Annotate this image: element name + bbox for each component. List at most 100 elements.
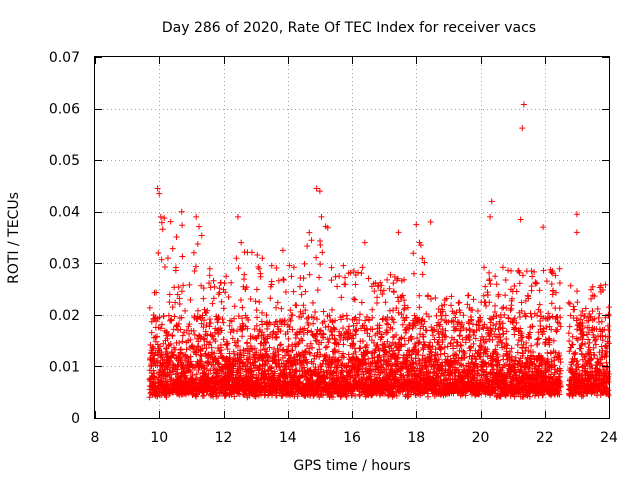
data-point: [191, 268, 198, 275]
data-point: [273, 304, 280, 311]
data-point: [325, 339, 332, 346]
data-point: [222, 289, 229, 296]
data-point: [267, 295, 274, 302]
data-point: [220, 336, 227, 343]
data-point: [166, 299, 173, 306]
data-point: [356, 311, 363, 318]
data-point: [167, 340, 174, 347]
data-point: [169, 332, 176, 339]
data-point: [169, 304, 176, 311]
data-point: [401, 297, 408, 304]
data-point: [166, 291, 173, 298]
data-point: [306, 229, 313, 236]
data-point: [458, 342, 465, 349]
data-point: [390, 280, 397, 287]
data-point: [154, 333, 161, 340]
data-point: [206, 265, 213, 272]
data-point: [209, 300, 216, 307]
data-point: [206, 272, 213, 279]
data-point: [319, 249, 326, 256]
data-point: [314, 316, 321, 323]
data-point: [309, 299, 316, 306]
data-point: [295, 340, 302, 347]
data-point: [292, 335, 299, 342]
data-point: [172, 299, 179, 306]
data-point: [322, 324, 329, 331]
data-point: [336, 273, 343, 280]
data-point: [156, 314, 163, 321]
data-point: [493, 281, 500, 288]
data-point: [342, 274, 349, 281]
data-point: [486, 269, 493, 276]
data-point: [176, 301, 183, 308]
data-point: [511, 282, 518, 289]
data-point: [308, 237, 315, 244]
data-point: [416, 304, 423, 311]
data-point: [195, 307, 202, 314]
data-point: [150, 367, 157, 374]
data-point: [173, 234, 180, 241]
data-point: [380, 287, 387, 294]
data-point: [167, 371, 174, 378]
data-point: [182, 307, 189, 314]
data-point: [486, 277, 493, 284]
data-point: [340, 341, 347, 348]
data-point: [350, 295, 357, 302]
data-point: [224, 340, 231, 347]
data-point: [218, 347, 225, 354]
data-point: [171, 313, 178, 320]
data-point: [302, 288, 309, 295]
data-point: [548, 280, 555, 287]
data-point: [207, 367, 214, 374]
data-point: [340, 325, 347, 332]
data-point: [189, 344, 196, 351]
data-point: [448, 302, 455, 309]
data-point: [346, 323, 353, 330]
data-point: [186, 281, 193, 288]
data-point: [201, 317, 208, 324]
data-point: [207, 339, 214, 346]
data-point: [203, 322, 210, 329]
data-point: [179, 338, 186, 345]
data-point: [200, 362, 207, 369]
data-point: [369, 306, 376, 313]
data-point: [193, 371, 200, 378]
data-point: [148, 329, 155, 336]
data-point: [502, 277, 509, 284]
data-point: [178, 288, 185, 295]
data-point: [207, 284, 214, 291]
data-point: [172, 267, 179, 274]
data-point: [285, 335, 292, 342]
data-point: [218, 327, 225, 334]
data-point: [423, 327, 430, 334]
data-point: [224, 346, 231, 353]
data-point: [514, 349, 521, 356]
data-point: [298, 291, 305, 298]
data-point: [207, 320, 214, 327]
data-point: [313, 254, 320, 261]
data-point: [500, 356, 507, 363]
data-point: [374, 300, 381, 307]
data-point: [426, 313, 433, 320]
data-point: [508, 267, 515, 274]
data-point: [358, 270, 365, 277]
data-point: [425, 393, 432, 400]
data-point: [212, 337, 219, 344]
data-point: [206, 316, 213, 323]
data-point: [179, 222, 186, 229]
data-point: [193, 376, 200, 383]
data-point: [528, 268, 535, 275]
data-point: [441, 317, 448, 324]
data-point: [175, 284, 182, 291]
data-point: [169, 245, 176, 252]
data-point: [170, 326, 177, 333]
data-point: [201, 392, 208, 399]
data-point: [177, 326, 184, 333]
data-point: [146, 304, 153, 311]
data-point: [201, 306, 208, 313]
data-point: [441, 350, 448, 357]
data-point: [248, 249, 255, 256]
data-point: [198, 232, 205, 239]
data-point: [186, 321, 193, 328]
data-point: [280, 277, 287, 284]
